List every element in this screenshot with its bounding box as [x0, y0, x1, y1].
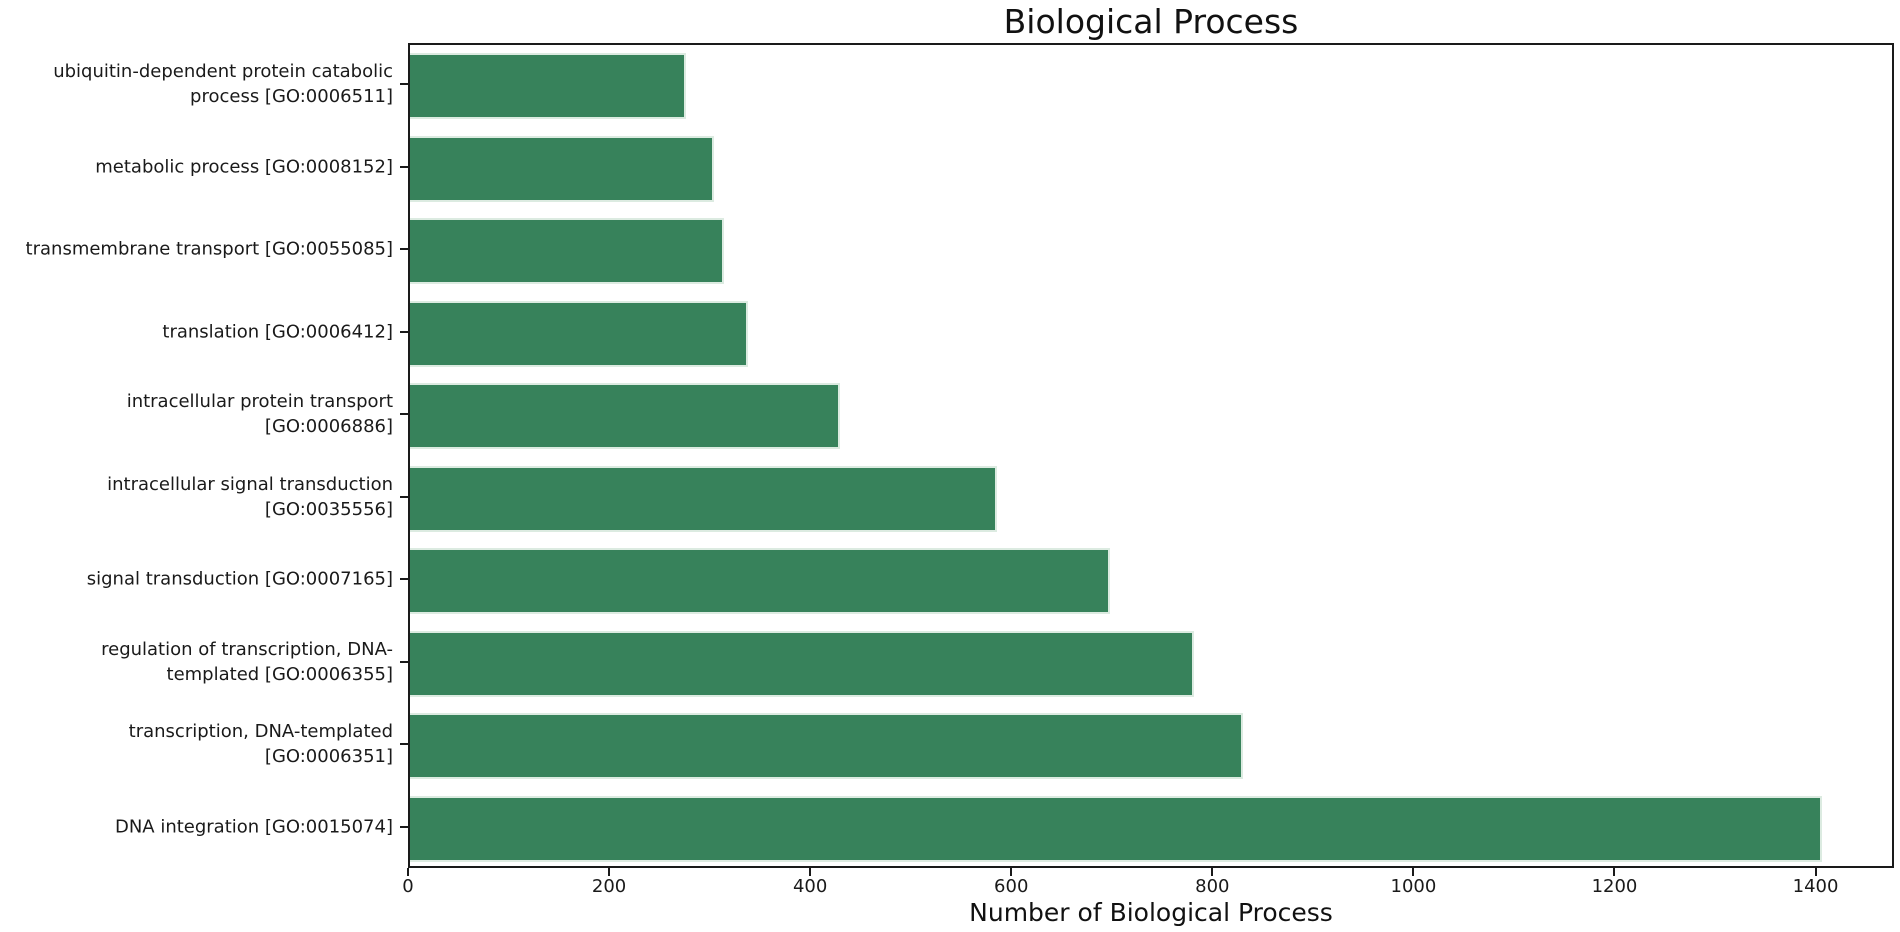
- x-axis-label: Number of Biological Process: [969, 898, 1333, 927]
- x-tick-label-6: 1200: [1591, 876, 1638, 897]
- bar-1: [410, 135, 714, 202]
- x-tick-mark-4: [1211, 868, 1214, 876]
- x-tick-label-5: 1000: [1390, 876, 1437, 897]
- y-tick-mark-0: [400, 83, 408, 86]
- x-tick-label-2: 400: [792, 876, 828, 897]
- y-tick-mark-3: [400, 330, 408, 333]
- x-tick-mark-5: [1412, 868, 1415, 876]
- y-tick-mark-6: [400, 578, 408, 581]
- plot-area: [408, 43, 1894, 868]
- bar-6: [410, 548, 1110, 615]
- y-tick-mark-8: [400, 743, 408, 746]
- y-tick-label-8: transcription, DNA-templated [GO:0006351…: [128, 721, 393, 768]
- y-tick-label-1: metabolic process [GO:0008152]: [95, 156, 393, 178]
- x-tick-mark-1: [608, 868, 611, 876]
- x-tick-mark-7: [1814, 868, 1817, 876]
- bar-8: [410, 713, 1244, 780]
- bar-7: [410, 630, 1195, 697]
- y-tick-label-5: intracellular signal transduction [GO:00…: [107, 473, 393, 520]
- y-tick-label-0: ubiquitin-dependent protein catabolic pr…: [53, 61, 393, 108]
- bar-4: [410, 383, 841, 450]
- bar-2: [410, 218, 724, 285]
- x-tick-mark-0: [407, 868, 409, 876]
- y-tick-mark-2: [400, 248, 408, 251]
- y-tick-label-9: DNA integration [GO:0015074]: [114, 816, 393, 838]
- bar-0: [410, 53, 686, 120]
- chart-title: Biological Process: [1003, 2, 1299, 41]
- y-tick-label-7: regulation of transcription, DNA- templa…: [101, 638, 393, 685]
- y-tick-mark-1: [400, 165, 408, 168]
- y-tick-label-3: translation [GO:0006412]: [162, 321, 393, 343]
- x-tick-mark-3: [1010, 868, 1013, 876]
- y-tick-label-2: transmembrane transport [GO:0055085]: [25, 238, 393, 260]
- x-tick-label-4: 800: [1195, 876, 1230, 897]
- x-tick-mark-2: [809, 868, 812, 876]
- bar-5: [410, 465, 997, 532]
- x-tick-label-7: 1400: [1792, 876, 1839, 897]
- bar-9: [410, 795, 1822, 862]
- x-tick-label-3: 600: [994, 876, 1029, 897]
- y-tick-label-4: intracellular protein transport [GO:0006…: [126, 391, 393, 438]
- y-tick-mark-9: [400, 825, 408, 828]
- x-tick-label-1: 200: [591, 876, 627, 897]
- y-tick-mark-4: [400, 413, 408, 416]
- x-tick-mark-6: [1613, 868, 1616, 876]
- y-tick-label-6: signal transduction [GO:0007165]: [86, 568, 393, 590]
- y-tick-mark-5: [400, 495, 408, 498]
- bar-3: [410, 300, 748, 367]
- x-tick-label-0: 0: [402, 876, 414, 897]
- y-tick-mark-7: [400, 660, 408, 663]
